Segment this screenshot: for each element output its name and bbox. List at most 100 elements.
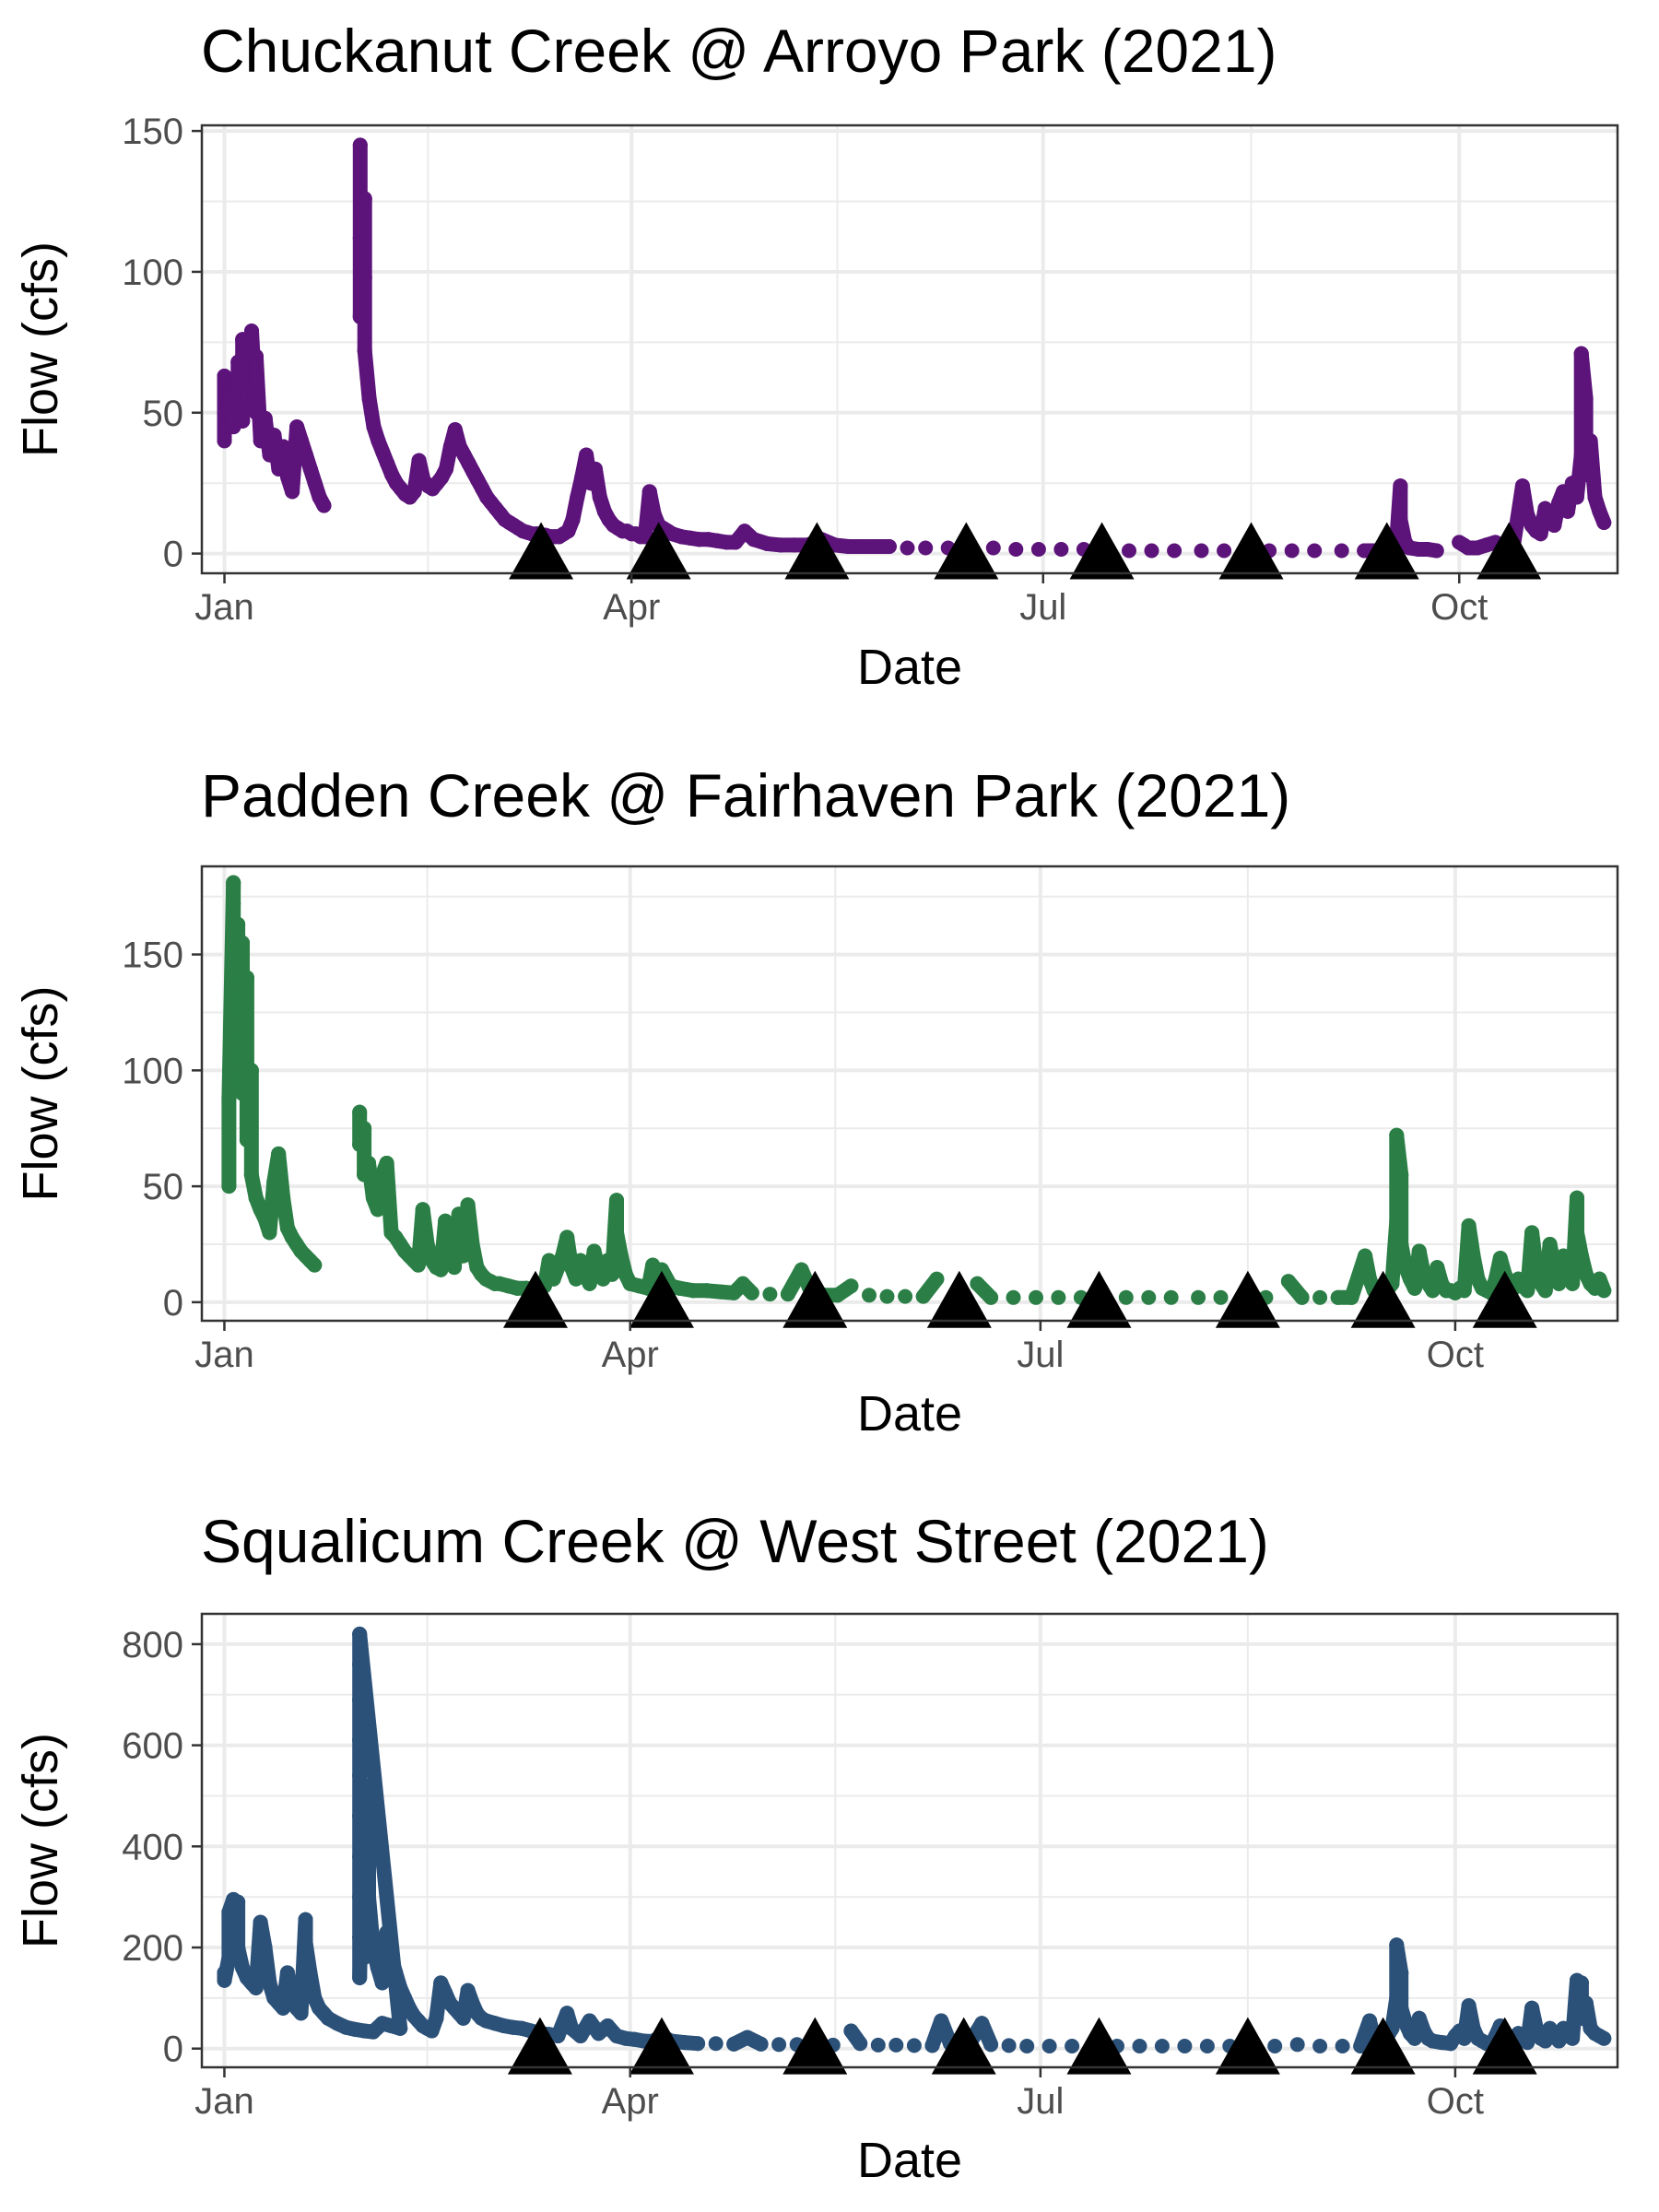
- y-tick-label: 150: [122, 935, 183, 976]
- x-tick-label: Jan: [194, 587, 254, 628]
- flow-points: [217, 137, 1612, 559]
- sample-triangle: [1350, 1270, 1416, 1328]
- y-tick-label: 0: [163, 535, 183, 575]
- panel-title: Chuckanut Creek @ Arroyo Park (2021): [201, 17, 1277, 85]
- data-point: [1191, 1289, 1206, 1305]
- y-tick-label: 200: [122, 1928, 183, 1969]
- data-point: [1429, 543, 1444, 559]
- data-point: [762, 1287, 778, 1302]
- x-tick-label: Oct: [1427, 2081, 1484, 2122]
- x-tick-label: Oct: [1430, 587, 1488, 628]
- data-point: [983, 2037, 999, 2053]
- data-point: [744, 1285, 759, 1300]
- data-point-trace: [271, 1146, 291, 1206]
- data-point: [1199, 2039, 1215, 2053]
- x-axis-title: Date: [857, 640, 962, 695]
- y-tick-label: 150: [122, 112, 183, 152]
- data-point: [985, 540, 1001, 556]
- data-point: [1065, 2039, 1080, 2053]
- data-point: [1167, 543, 1182, 559]
- data-point: [1177, 2039, 1193, 2053]
- panel-border: [200, 124, 1619, 575]
- sample-triangle: [502, 1270, 568, 1328]
- data-point: [1335, 2039, 1350, 2053]
- x-tick-label: Jul: [1019, 587, 1066, 628]
- y-axis-title: Flow (cfs): [13, 241, 68, 457]
- sample-triangle: [1069, 522, 1135, 580]
- grid: [202, 1614, 1618, 2067]
- data-point: [1217, 543, 1232, 559]
- data-point: [1041, 2039, 1057, 2053]
- sample-triangle: [509, 522, 574, 580]
- data-point: [906, 2038, 922, 2053]
- sample-triangle: [784, 522, 850, 580]
- sample-triangle: [507, 2017, 572, 2075]
- data-point: [929, 1271, 945, 1287]
- sample-markers: [502, 1270, 1537, 1328]
- data-point: [983, 1289, 999, 1305]
- sample-triangle: [782, 2017, 848, 2075]
- data-point: [898, 1288, 913, 1304]
- data-point: [1596, 2030, 1612, 2046]
- data-point: [1019, 2039, 1035, 2053]
- data-point: [316, 498, 332, 513]
- data-point: [900, 540, 915, 556]
- data-point: [1312, 2039, 1328, 2053]
- data-point: [690, 2036, 706, 2052]
- x-tick-label: Jan: [194, 2081, 254, 2122]
- data-point: [1294, 1289, 1310, 1305]
- sample-triangle: [1215, 2017, 1280, 2075]
- sample-triangle: [782, 1270, 848, 1328]
- x-tick-label: Apr: [603, 587, 660, 628]
- sample-triangle: [1472, 2017, 1537, 2075]
- sample-markers: [509, 522, 1542, 580]
- data-point: [1006, 1289, 1021, 1305]
- x-tick-label: Oct: [1427, 1335, 1484, 1375]
- panel-border: [200, 865, 1619, 1323]
- data-point: [1154, 2039, 1170, 2053]
- data-point-trace: [361, 1889, 381, 1955]
- data-point: [1596, 515, 1612, 530]
- x-tick-label: Jul: [1017, 1335, 1064, 1375]
- y-tick-label: 0: [163, 1283, 183, 1324]
- data-point: [1284, 543, 1300, 559]
- sample-triangle: [1354, 522, 1419, 580]
- data-point-trace: [262, 1174, 282, 1241]
- data-point-trace: [1583, 433, 1603, 505]
- flow-points: [221, 875, 1612, 1305]
- sample-triangle: [934, 522, 999, 580]
- data-point: [870, 2037, 886, 2053]
- x-tick-label: Apr: [602, 1335, 659, 1375]
- plot-background: [202, 125, 1618, 573]
- y-tick-label: 100: [122, 1051, 183, 1091]
- data-point-trace: [357, 343, 377, 406]
- data-point: [862, 1288, 877, 1303]
- data-point: [879, 1288, 895, 1304]
- panel-title: Padden Creek @ Fairhaven Park (2021): [201, 761, 1290, 830]
- y-axis-title: Flow (cfs): [13, 986, 68, 1202]
- data-point: [1141, 1289, 1157, 1305]
- data-point: [1144, 543, 1159, 559]
- y-tick-label: 600: [122, 1726, 183, 1767]
- y-tick-label: 50: [143, 1167, 184, 1207]
- x-tick-label: Apr: [602, 2081, 659, 2122]
- y-tick-label: 0: [163, 2030, 183, 2070]
- data-point: [307, 1257, 323, 1273]
- y-tick-label: 400: [122, 1827, 183, 1867]
- panel-3: Squalicum Creek @ West Street (2021) 0 200…: [13, 1507, 1619, 2188]
- data-point: [753, 2036, 769, 2052]
- data-point: [1132, 2039, 1147, 2053]
- data-point: [708, 2036, 724, 2052]
- data-point: [1118, 1289, 1134, 1305]
- data-point: [1307, 543, 1323, 559]
- data-point: [1334, 543, 1349, 559]
- panel-2: Padden Creek @ Fairhaven Park (2021) 0 50 1…: [13, 761, 1619, 1441]
- data-point-trace: [379, 1156, 399, 1241]
- data-point-trace: [1573, 346, 1594, 406]
- y-axis-title: Flow (cfs): [13, 1733, 68, 1948]
- data-point: [1194, 543, 1209, 559]
- sample-triangle: [931, 2017, 996, 2075]
- data-point: [1596, 1283, 1612, 1299]
- data-point: [1312, 1289, 1328, 1305]
